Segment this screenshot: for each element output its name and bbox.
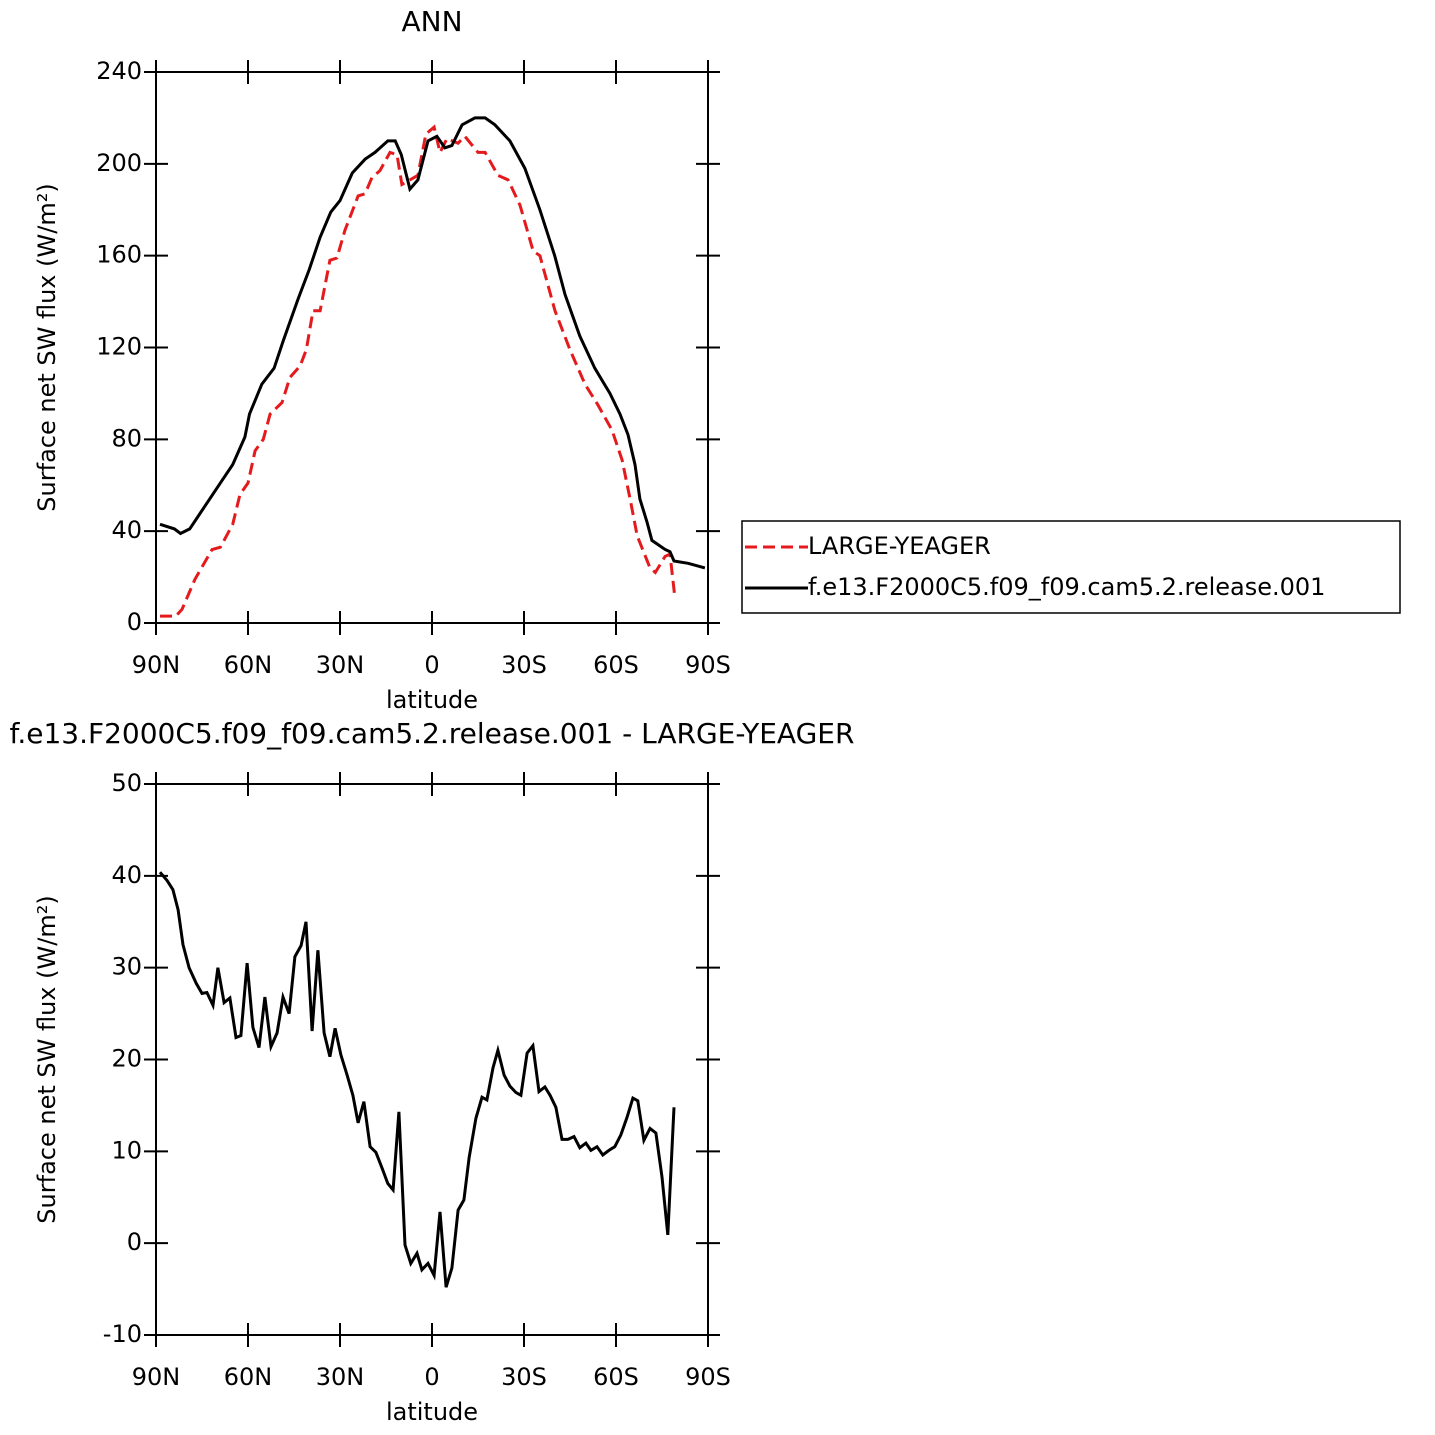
x-tick-label: 60S xyxy=(593,1363,639,1391)
y-tick-label: 0 xyxy=(127,608,142,636)
y-tick-label: 40 xyxy=(111,516,142,544)
x-tick-label: 60S xyxy=(593,651,639,679)
x-tick-label: 90N xyxy=(132,651,181,679)
data-line xyxy=(158,871,676,1288)
legend-label: f.e13.F2000C5.f09_f09.cam5.2.release.001 xyxy=(808,573,1325,601)
y-tick-label: 50 xyxy=(111,769,142,797)
y-tick-label: 160 xyxy=(96,241,142,269)
plot-frame xyxy=(155,783,709,1336)
y-tick-label: 40 xyxy=(111,861,142,889)
x-tick-label: 90S xyxy=(685,651,731,679)
x-tick-label: 60N xyxy=(224,1363,273,1391)
y-tick-label: 0 xyxy=(127,1228,142,1256)
y-axis-label: Surface net SW flux (W/m²) xyxy=(33,183,61,511)
x-tick-label: 30N xyxy=(316,651,365,679)
y-tick-label: 120 xyxy=(96,333,142,361)
x-tick-label: 0 xyxy=(424,651,439,679)
x-axis-label: latitude xyxy=(386,1398,478,1426)
y-tick-label: 10 xyxy=(111,1136,142,1164)
y-axis-label: Surface net SW flux (W/m²) xyxy=(33,895,61,1223)
chart-title: ANN xyxy=(401,5,462,38)
x-tick-label: 30S xyxy=(501,651,547,679)
y-tick-label: 30 xyxy=(111,953,142,981)
y-tick-label: -10 xyxy=(103,1320,142,1348)
x-axis-label: latitude xyxy=(386,686,478,714)
x-tick-label: 90N xyxy=(132,1363,181,1391)
data-line xyxy=(159,116,706,570)
plot-frame xyxy=(155,71,709,624)
data-line xyxy=(160,124,677,618)
y-tick-label: 240 xyxy=(96,57,142,85)
legend-box xyxy=(741,520,1401,614)
legend-label: LARGE-YEAGER xyxy=(808,532,991,560)
x-tick-label: 60N xyxy=(224,651,273,679)
chart-title: f.e13.F2000C5.f09_f09.cam5.2.release.001… xyxy=(10,717,855,750)
x-tick-label: 0 xyxy=(424,1363,439,1391)
x-tick-label: 90S xyxy=(685,1363,731,1391)
x-tick-label: 30S xyxy=(501,1363,547,1391)
y-tick-label: 20 xyxy=(111,1045,142,1073)
y-tick-label: 80 xyxy=(111,424,142,452)
x-tick-label: 30N xyxy=(316,1363,365,1391)
y-tick-label: 200 xyxy=(96,149,142,177)
